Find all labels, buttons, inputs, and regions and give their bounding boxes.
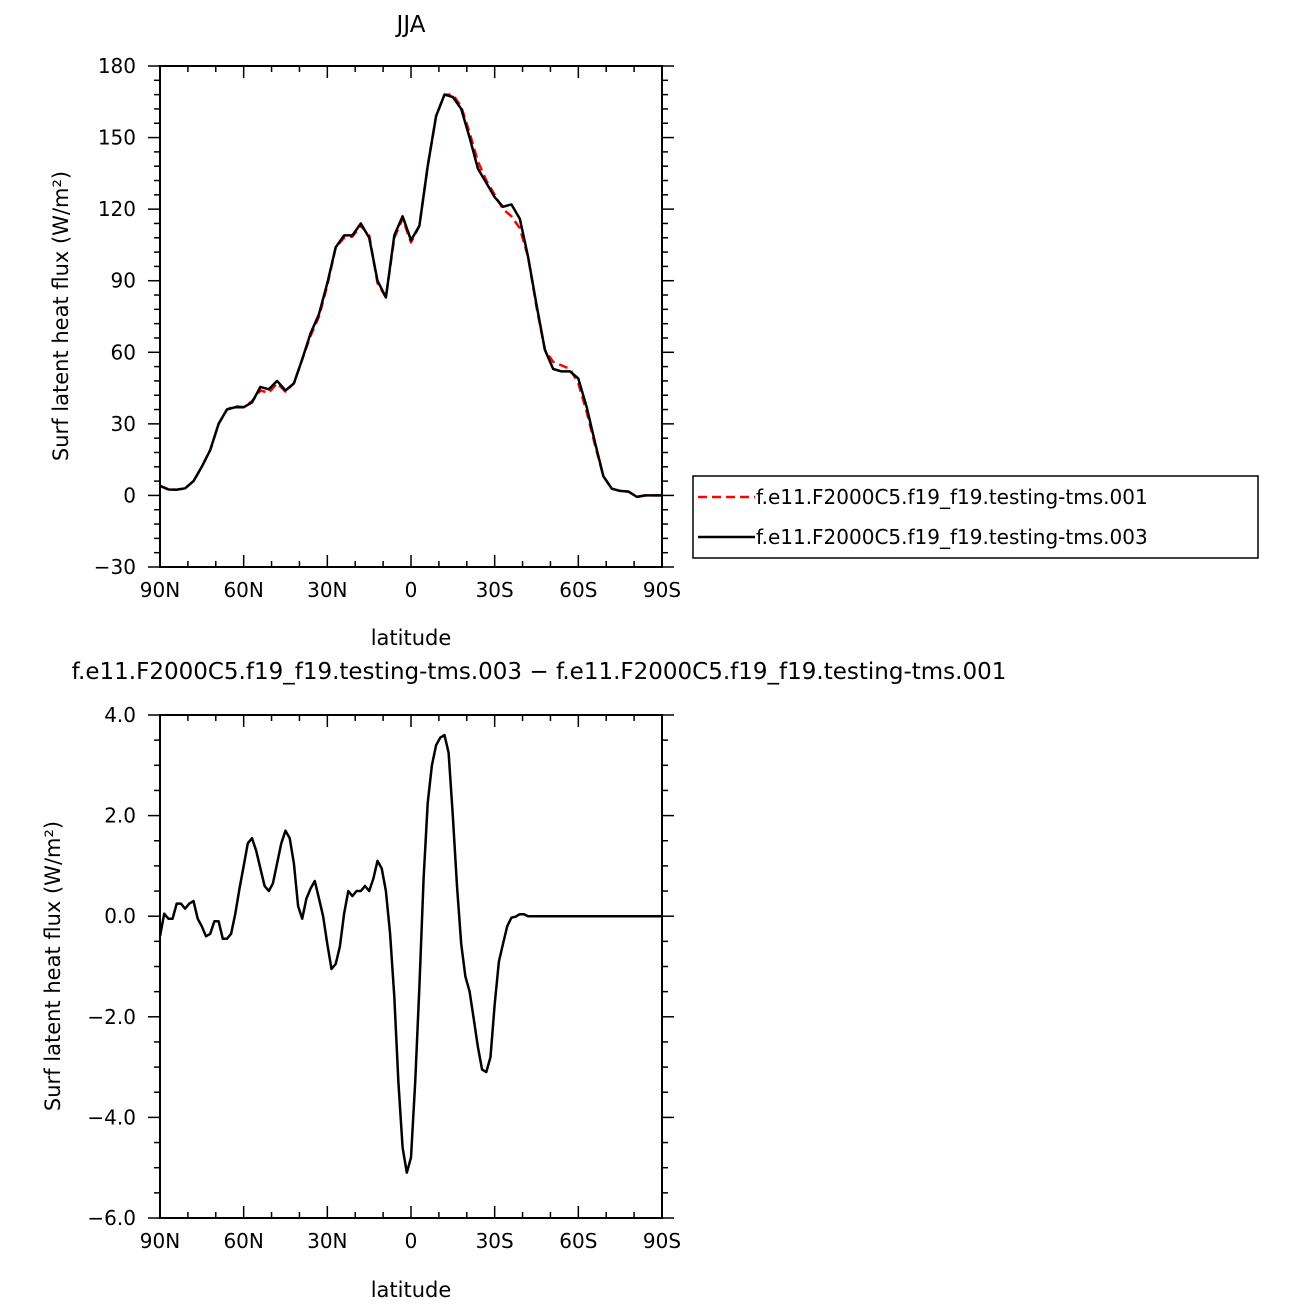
y-tick-label: 120 xyxy=(98,197,136,221)
bottom-panel-frame xyxy=(159,714,663,1219)
x-tick-label: 60N xyxy=(223,578,263,602)
top-panel-ticks: 90N 60N 30N 0 30S 60S 90S −30 0 30 60 90 120 150 180 xyxy=(94,54,681,602)
x-tick-label: 30N xyxy=(307,578,347,602)
y-tick-label: −30 xyxy=(94,555,136,579)
y-tick-label: −2.0 xyxy=(87,1005,136,1029)
bottom-panel-xlabel: latitude xyxy=(371,1278,452,1302)
x-tick-label: 30S xyxy=(476,1229,514,1253)
bottom-panel-ticks: 90N 60N 30N 0 30S 60S 90S −6.0 −4.0 −2.0 0.0 2.0 4.0 xyxy=(87,703,681,1253)
x-tick-label: 60S xyxy=(559,1229,597,1253)
legend-box xyxy=(692,475,1259,559)
x-tick-label: 60S xyxy=(559,578,597,602)
y-tick-label: 90 xyxy=(111,269,136,293)
bottom-panel-ylabel: Surf latent heat flux (W/m²) xyxy=(41,821,65,1111)
x-tick-label: 90S xyxy=(643,1229,681,1253)
top-panel-ylabel: Surf latent heat flux (W/m²) xyxy=(49,171,73,461)
top-panel-series xyxy=(160,93,662,499)
x-tick-label: 90N xyxy=(140,1229,180,1253)
top-panel-frame xyxy=(159,65,663,568)
bottom-panel-series-line-1 xyxy=(160,733,662,1174)
y-tick-label: −6.0 xyxy=(87,1206,136,1230)
bottom-panel-series xyxy=(160,733,662,1174)
y-tick-label: 2.0 xyxy=(104,804,136,828)
top-panel-title: JJA xyxy=(395,12,426,38)
x-tick-label: 30S xyxy=(476,578,514,602)
x-tick-label: 30N xyxy=(307,1229,347,1253)
y-tick-label: 0.0 xyxy=(104,904,136,928)
legend-label-series-2: f.e11.F2000C5.f19_f19.testing-tms.003 xyxy=(756,525,1148,549)
x-tick-label: 90S xyxy=(643,578,681,602)
bottom-panel-title: f.e11.F2000C5.f19_f19.testing-tms.003 − … xyxy=(72,659,1007,685)
y-tick-label: 150 xyxy=(98,126,136,150)
top-panel-xlabel: latitude xyxy=(371,626,452,650)
y-tick-label: 60 xyxy=(111,340,136,364)
y-tick-label: −4.0 xyxy=(87,1105,136,1129)
legend: f.e11.F2000C5.f19_f19.testing-tms.001 f.… xyxy=(692,475,1259,559)
y-tick-label: 0 xyxy=(123,483,136,507)
y-tick-label: 180 xyxy=(98,54,136,78)
x-tick-label: 90N xyxy=(140,578,180,602)
y-tick-label: 4.0 xyxy=(104,703,136,727)
y-tick-label: 30 xyxy=(111,412,136,436)
legend-label-series-1: f.e11.F2000C5.f19_f19.testing-tms.001 xyxy=(756,485,1148,509)
top-panel-series-line-2 xyxy=(160,93,662,499)
x-tick-label: 0 xyxy=(405,1229,418,1253)
x-tick-label: 0 xyxy=(405,578,418,602)
top-panel: JJA latitude Surf latent heat flux (W/m²… xyxy=(49,12,681,650)
bottom-panel: f.e11.F2000C5.f19_f19.testing-tms.003 − … xyxy=(41,659,1006,1302)
top-panel-series-line-1 xyxy=(160,93,662,499)
x-tick-label: 60N xyxy=(223,1229,263,1253)
